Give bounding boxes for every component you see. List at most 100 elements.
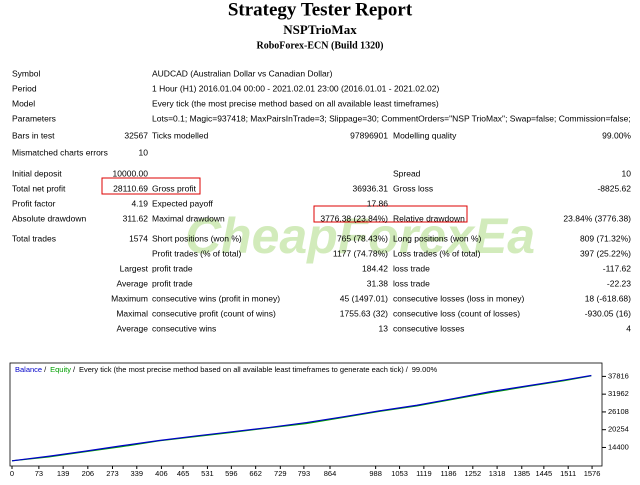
x-tick-label: 0: [10, 469, 14, 478]
cell-label: Total net profit: [12, 183, 66, 193]
cell-label: Long positions (won %): [393, 233, 482, 243]
cell-label: Loss trades (% of total): [393, 248, 481, 258]
cell-value: -8825.62: [597, 183, 631, 193]
x-tick-label: 1576: [584, 469, 601, 478]
cell-value: -22.23: [607, 278, 631, 288]
cell-label: profit trade: [152, 278, 193, 288]
x-tick-label: 1318: [489, 469, 506, 478]
cell-value: 13: [379, 323, 389, 333]
x-tick-label: 273: [106, 469, 119, 478]
cell-value: 36936.31: [353, 183, 389, 193]
y-tick-label: 37816: [608, 371, 629, 380]
legend-text: Every tick (the most precise method base…: [79, 365, 404, 374]
cell-value: 28110.69: [113, 183, 148, 193]
x-tick-label: 206: [82, 469, 95, 478]
cell-value: 10: [139, 147, 149, 157]
cell-label: Expected payoff: [152, 198, 213, 208]
cell-label: Gross profit: [152, 183, 197, 193]
x-tick-label: 339: [131, 469, 144, 478]
cell-label: Profit trades (% of total): [152, 248, 241, 258]
x-tick-label: 729: [274, 469, 287, 478]
cell-value: 765 (78.43%): [337, 233, 388, 243]
legend-text: 99.00%: [412, 365, 438, 374]
x-tick-label: 465: [177, 469, 190, 478]
cell-label: consecutive loss (count of losses): [393, 308, 520, 318]
cell-value: 10: [622, 168, 632, 178]
cell-value: 97896901: [350, 130, 388, 140]
x-tick-label: 1511: [560, 469, 576, 478]
y-tick-label: 14400: [608, 442, 629, 451]
cell-value: 31.38: [367, 278, 389, 288]
series-line: [11, 374, 592, 462]
x-tick-label: 73: [35, 469, 43, 478]
legend-sep: /: [44, 365, 47, 374]
cell-label: Profit factor: [12, 198, 56, 208]
cell-label: Period: [12, 83, 37, 93]
y-tick-label: 20254: [608, 425, 629, 434]
highlight-box: [101, 177, 201, 195]
legend-sep: /: [73, 365, 76, 374]
x-tick-label: 793: [298, 469, 311, 478]
cell-value: 23.84% (3776.38): [563, 213, 631, 223]
cell-value: 32567: [124, 130, 148, 140]
cell-label: Total trades: [12, 233, 56, 243]
cell-label: loss trade: [393, 278, 430, 288]
cell-label: consecutive profit (count of wins): [152, 308, 276, 318]
cell-value: Maximum: [111, 293, 148, 303]
cell-value: Average: [116, 278, 148, 288]
cell-label: consecutive wins (profit in money): [152, 293, 280, 303]
cell-label: consecutive losses: [393, 323, 464, 333]
cell-value: 45 (1497.01): [340, 293, 388, 303]
cell-label: Parameters: [12, 113, 56, 123]
cell-label: loss trade: [393, 263, 430, 273]
cell-value: 311.62: [123, 213, 149, 223]
cell-label: profit trade: [152, 263, 193, 273]
cell-value: 1755.63 (32): [340, 308, 388, 318]
cell-value: Every tick (the most precise method base…: [152, 98, 439, 108]
cell-value: 184.42: [362, 263, 388, 273]
cell-label: Model: [12, 98, 35, 108]
x-tick-label: 662: [249, 469, 262, 478]
cell-label: consecutive wins: [152, 323, 216, 333]
cell-value: Largest: [120, 263, 149, 273]
cell-value: 1177 (74.78%): [333, 248, 388, 258]
cell-value: 4: [626, 323, 631, 333]
cell-value: 4.19: [131, 198, 148, 208]
x-tick-label: 1445: [536, 469, 553, 478]
cell-label: Spread: [393, 168, 421, 178]
x-tick-label: 1119: [416, 469, 432, 478]
cell-value: 1574: [129, 233, 148, 243]
cell-value: -117.62: [603, 263, 631, 273]
cell-value: Average: [116, 323, 148, 333]
x-tick-label: 1186: [440, 469, 456, 478]
cell-label: Modelling quality: [393, 130, 457, 140]
chart-frame: [9, 362, 603, 467]
cell-label: Maximal drawdown: [152, 213, 225, 223]
cell-value: 18 (-618.68): [585, 293, 631, 303]
cell-value: AUDCAD (Australian Dollar vs Canadian Do…: [152, 68, 333, 78]
cell-value: 1 Hour (H1) 2016.01.04 00:00 - 2021.02.0…: [152, 83, 439, 93]
expert-name: NSPTrioMax: [283, 22, 357, 37]
cell-value: 809 (71.32%): [580, 233, 631, 243]
y-tick-label: 26108: [608, 407, 629, 416]
x-tick-label: 1053: [391, 469, 408, 478]
cell-label: Mismatched charts errors: [12, 147, 108, 157]
cell-label: Short positions (won %): [152, 233, 242, 243]
table-bg: [0, 64, 640, 374]
x-tick-label: 406: [155, 469, 168, 478]
server: RoboForex-ECN (Build 1320): [256, 40, 383, 51]
legend-text: Balance: [15, 365, 42, 374]
y-tick-label: 31962: [608, 389, 629, 398]
cell-label: Relative drawdown: [393, 213, 465, 223]
cell-value: Maximal: [116, 308, 148, 318]
cell-label: Symbol: [12, 68, 40, 78]
x-tick-label: 864: [324, 469, 337, 478]
cell-label: consecutive losses (loss in money): [393, 293, 525, 303]
cell-value: Lots=0.1; Magic=937418; MaxPairsInTrade=…: [152, 113, 631, 123]
x-tick-label: 1385: [513, 469, 530, 478]
cell-value: 10000.00: [113, 168, 149, 178]
x-tick-label: 139: [57, 469, 70, 478]
cell-label: Initial deposit: [12, 168, 62, 178]
cell-value: 3776.38 (23.84%): [320, 213, 388, 223]
cell-label: Gross loss: [393, 183, 433, 193]
